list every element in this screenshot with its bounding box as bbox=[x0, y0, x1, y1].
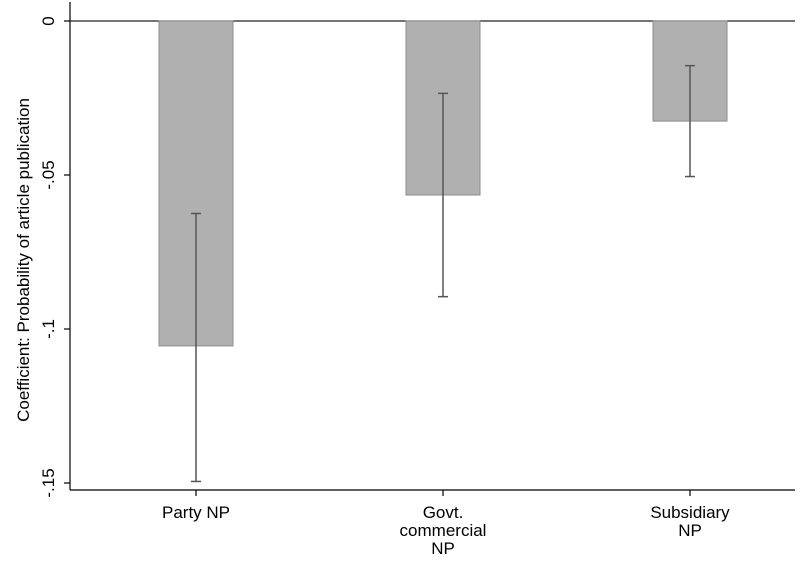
x-tick-label: Govt. commercial NP bbox=[400, 503, 487, 558]
x-tick-label: Subsidiary NP bbox=[650, 503, 730, 540]
y-tick-label: 0 bbox=[39, 16, 58, 25]
error-bar bbox=[438, 92, 448, 298]
errorbars-group bbox=[191, 64, 695, 483]
y-tick-label: -.05 bbox=[39, 160, 58, 189]
error-bar bbox=[191, 212, 201, 483]
x-tick-label: Party NP bbox=[162, 503, 230, 522]
y-tick-label: -.1 bbox=[39, 319, 58, 339]
x-axis: Party NP Govt. commercial NP Subsidiary NP bbox=[162, 490, 730, 558]
y-axis: 0 -.05 -.1 -.15 bbox=[39, 16, 70, 498]
error-bar bbox=[685, 64, 695, 178]
y-axis-title: Coefficient: Probability of article publ… bbox=[14, 98, 33, 422]
y-tick-label: -.15 bbox=[39, 468, 58, 497]
